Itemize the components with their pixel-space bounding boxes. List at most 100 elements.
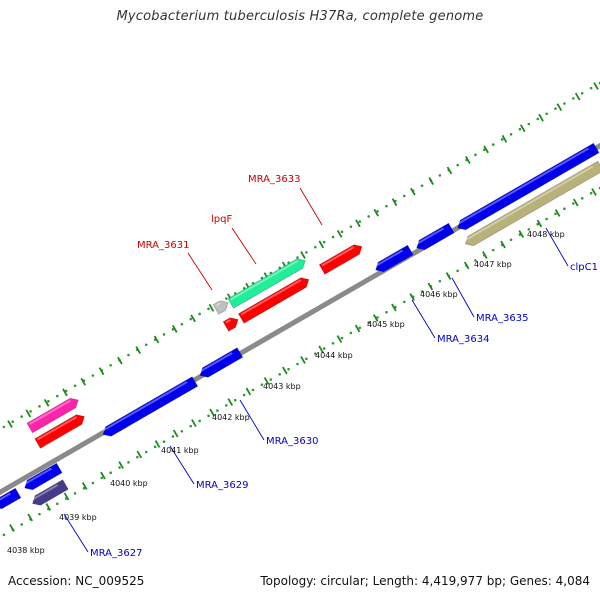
- outer-dotted-track: [2, 81, 600, 429]
- inner-track-dot: [349, 331, 353, 335]
- outer-track-dot: [438, 174, 442, 177]
- inner-track-tick: [191, 419, 197, 427]
- scale-label: 4040 kbp: [110, 479, 148, 488]
- gene-blue-edge: [0, 487, 22, 510]
- inner-track-tick: [45, 503, 52, 511]
- inner-track-dot: [580, 197, 584, 200]
- inner-track-tick: [500, 240, 506, 249]
- inner-track-dot: [144, 450, 148, 454]
- outer-track-dot: [474, 153, 477, 157]
- outer-track-dot: [509, 133, 513, 136]
- gene-label-mra-3635: MRA_3635: [476, 313, 528, 324]
- gene-teal-lpqf: [227, 258, 306, 309]
- inner-track-dot: [153, 445, 157, 449]
- gene-leader-line: [411, 299, 436, 339]
- scale-label: 4042 kbp: [212, 413, 250, 422]
- scale-label: 4048 kbp: [527, 230, 565, 239]
- inner-track-tick: [518, 230, 525, 238]
- outer-track-tick: [593, 82, 599, 90]
- inner-track-tick: [81, 482, 88, 490]
- outer-track-dot: [162, 333, 166, 336]
- inner-track-dot: [189, 424, 193, 428]
- outer-track-dot: [73, 384, 77, 388]
- outer-track-tick: [483, 145, 489, 154]
- scale-label: 4043 kbp: [263, 382, 301, 391]
- outer-track-dot: [402, 194, 406, 198]
- gene-label-mra-3629: MRA_3629: [196, 480, 248, 491]
- outer-track-tick: [80, 377, 87, 386]
- outer-track-dot: [545, 112, 548, 116]
- outer-track-dot: [260, 276, 264, 280]
- gene-blue-mra3634: [375, 244, 414, 273]
- outer-track-dot: [385, 204, 388, 208]
- gene-blue-clpc1: [457, 142, 600, 231]
- outer-track-dot: [233, 292, 237, 295]
- inner-track-tick: [300, 356, 306, 364]
- outer-track-tick: [135, 346, 141, 354]
- gene-olive-band: [464, 160, 600, 247]
- inner-track-tick: [9, 524, 15, 532]
- outer-track-dot: [500, 138, 504, 141]
- gene-navy-left: [32, 479, 69, 506]
- scale-label: 4038 kbp: [7, 546, 45, 555]
- outer-track-dot: [251, 281, 255, 285]
- outer-track-dot: [2, 425, 6, 429]
- gene-label-mra-3631: MRA_3631: [137, 240, 189, 251]
- outer-track-tick: [355, 219, 361, 228]
- inner-track-tick: [27, 513, 33, 522]
- outer-track-dot: [518, 127, 522, 131]
- scale-label: 4045 kbp: [367, 320, 405, 329]
- outer-track-tick: [318, 240, 325, 249]
- gene-labels: MRA_3633 lpqF MRA_3631 MRA_3635 MRA_3634 clpC…: [90, 174, 598, 559]
- gene-leader-line: [187, 252, 213, 291]
- inner-track-tick: [63, 492, 70, 501]
- inner-track-dot: [402, 300, 406, 304]
- map-title: Mycobacterium tuberculosis H37Ra, comple…: [116, 9, 484, 24]
- outer-track-tick: [208, 303, 215, 312]
- gene-label-mra-3634: MRA_3634: [437, 334, 489, 345]
- scale-ticks: [7, 82, 599, 532]
- inner-track-tick: [263, 377, 270, 385]
- gene-leader-line: [231, 227, 257, 265]
- inner-track-tick: [282, 366, 288, 375]
- scale-labels: 4038 kbp 4039 kbp 4040 kbp 4041 kbp 4042 kbp…: [7, 230, 565, 555]
- inner-track-dot: [509, 238, 513, 242]
- inner-track-dot: [136, 455, 139, 459]
- topology-summary: Topology: circular; Length: 4,419,977 bp…: [260, 574, 590, 588]
- inner-track-dot: [474, 259, 477, 262]
- gene-blue-mra3630: [199, 347, 244, 378]
- inner-track-tick: [354, 324, 361, 333]
- gene-leader-line: [299, 187, 323, 226]
- inner-track-tick: [209, 408, 215, 417]
- outer-track-tick: [428, 177, 434, 185]
- outer-track-dot: [358, 220, 362, 223]
- gene-leader-line: [63, 513, 89, 553]
- inner-track-tick: [154, 440, 161, 448]
- outer-track-tick: [7, 420, 13, 428]
- gene-blue-mra3629: [102, 376, 199, 437]
- gene-red-left: [34, 414, 85, 449]
- outer-track-dot: [331, 235, 335, 239]
- inner-track-dot: [545, 217, 548, 221]
- gene-blue-mra3635: [416, 222, 455, 251]
- inner-track-dot: [491, 248, 495, 252]
- outer-track-dot: [491, 143, 495, 146]
- gene-label-mra-3627: MRA_3627: [90, 548, 142, 559]
- inner-track-dot: [127, 461, 130, 464]
- inner-track-dot: [198, 419, 201, 423]
- scale-label: 4047 kbp: [474, 260, 512, 269]
- inner-track-dot: [2, 533, 6, 537]
- inner-track-dot: [118, 466, 121, 469]
- gene-label-clpc1: clpC1: [570, 262, 598, 273]
- gene-label-lpqf: lpqF: [211, 214, 232, 225]
- outer-track-tick: [446, 166, 453, 175]
- outer-track-tick: [373, 208, 380, 217]
- scale-label: 4044 kbp: [315, 351, 353, 360]
- inner-track-dot: [278, 373, 282, 376]
- outer-track-dot: [207, 307, 210, 311]
- inner-track-tick: [591, 188, 597, 196]
- inner-track-dot: [554, 212, 557, 216]
- inner-track-tick: [445, 272, 452, 280]
- outer-track-dot: [11, 420, 15, 424]
- inner-track-dot: [589, 191, 593, 195]
